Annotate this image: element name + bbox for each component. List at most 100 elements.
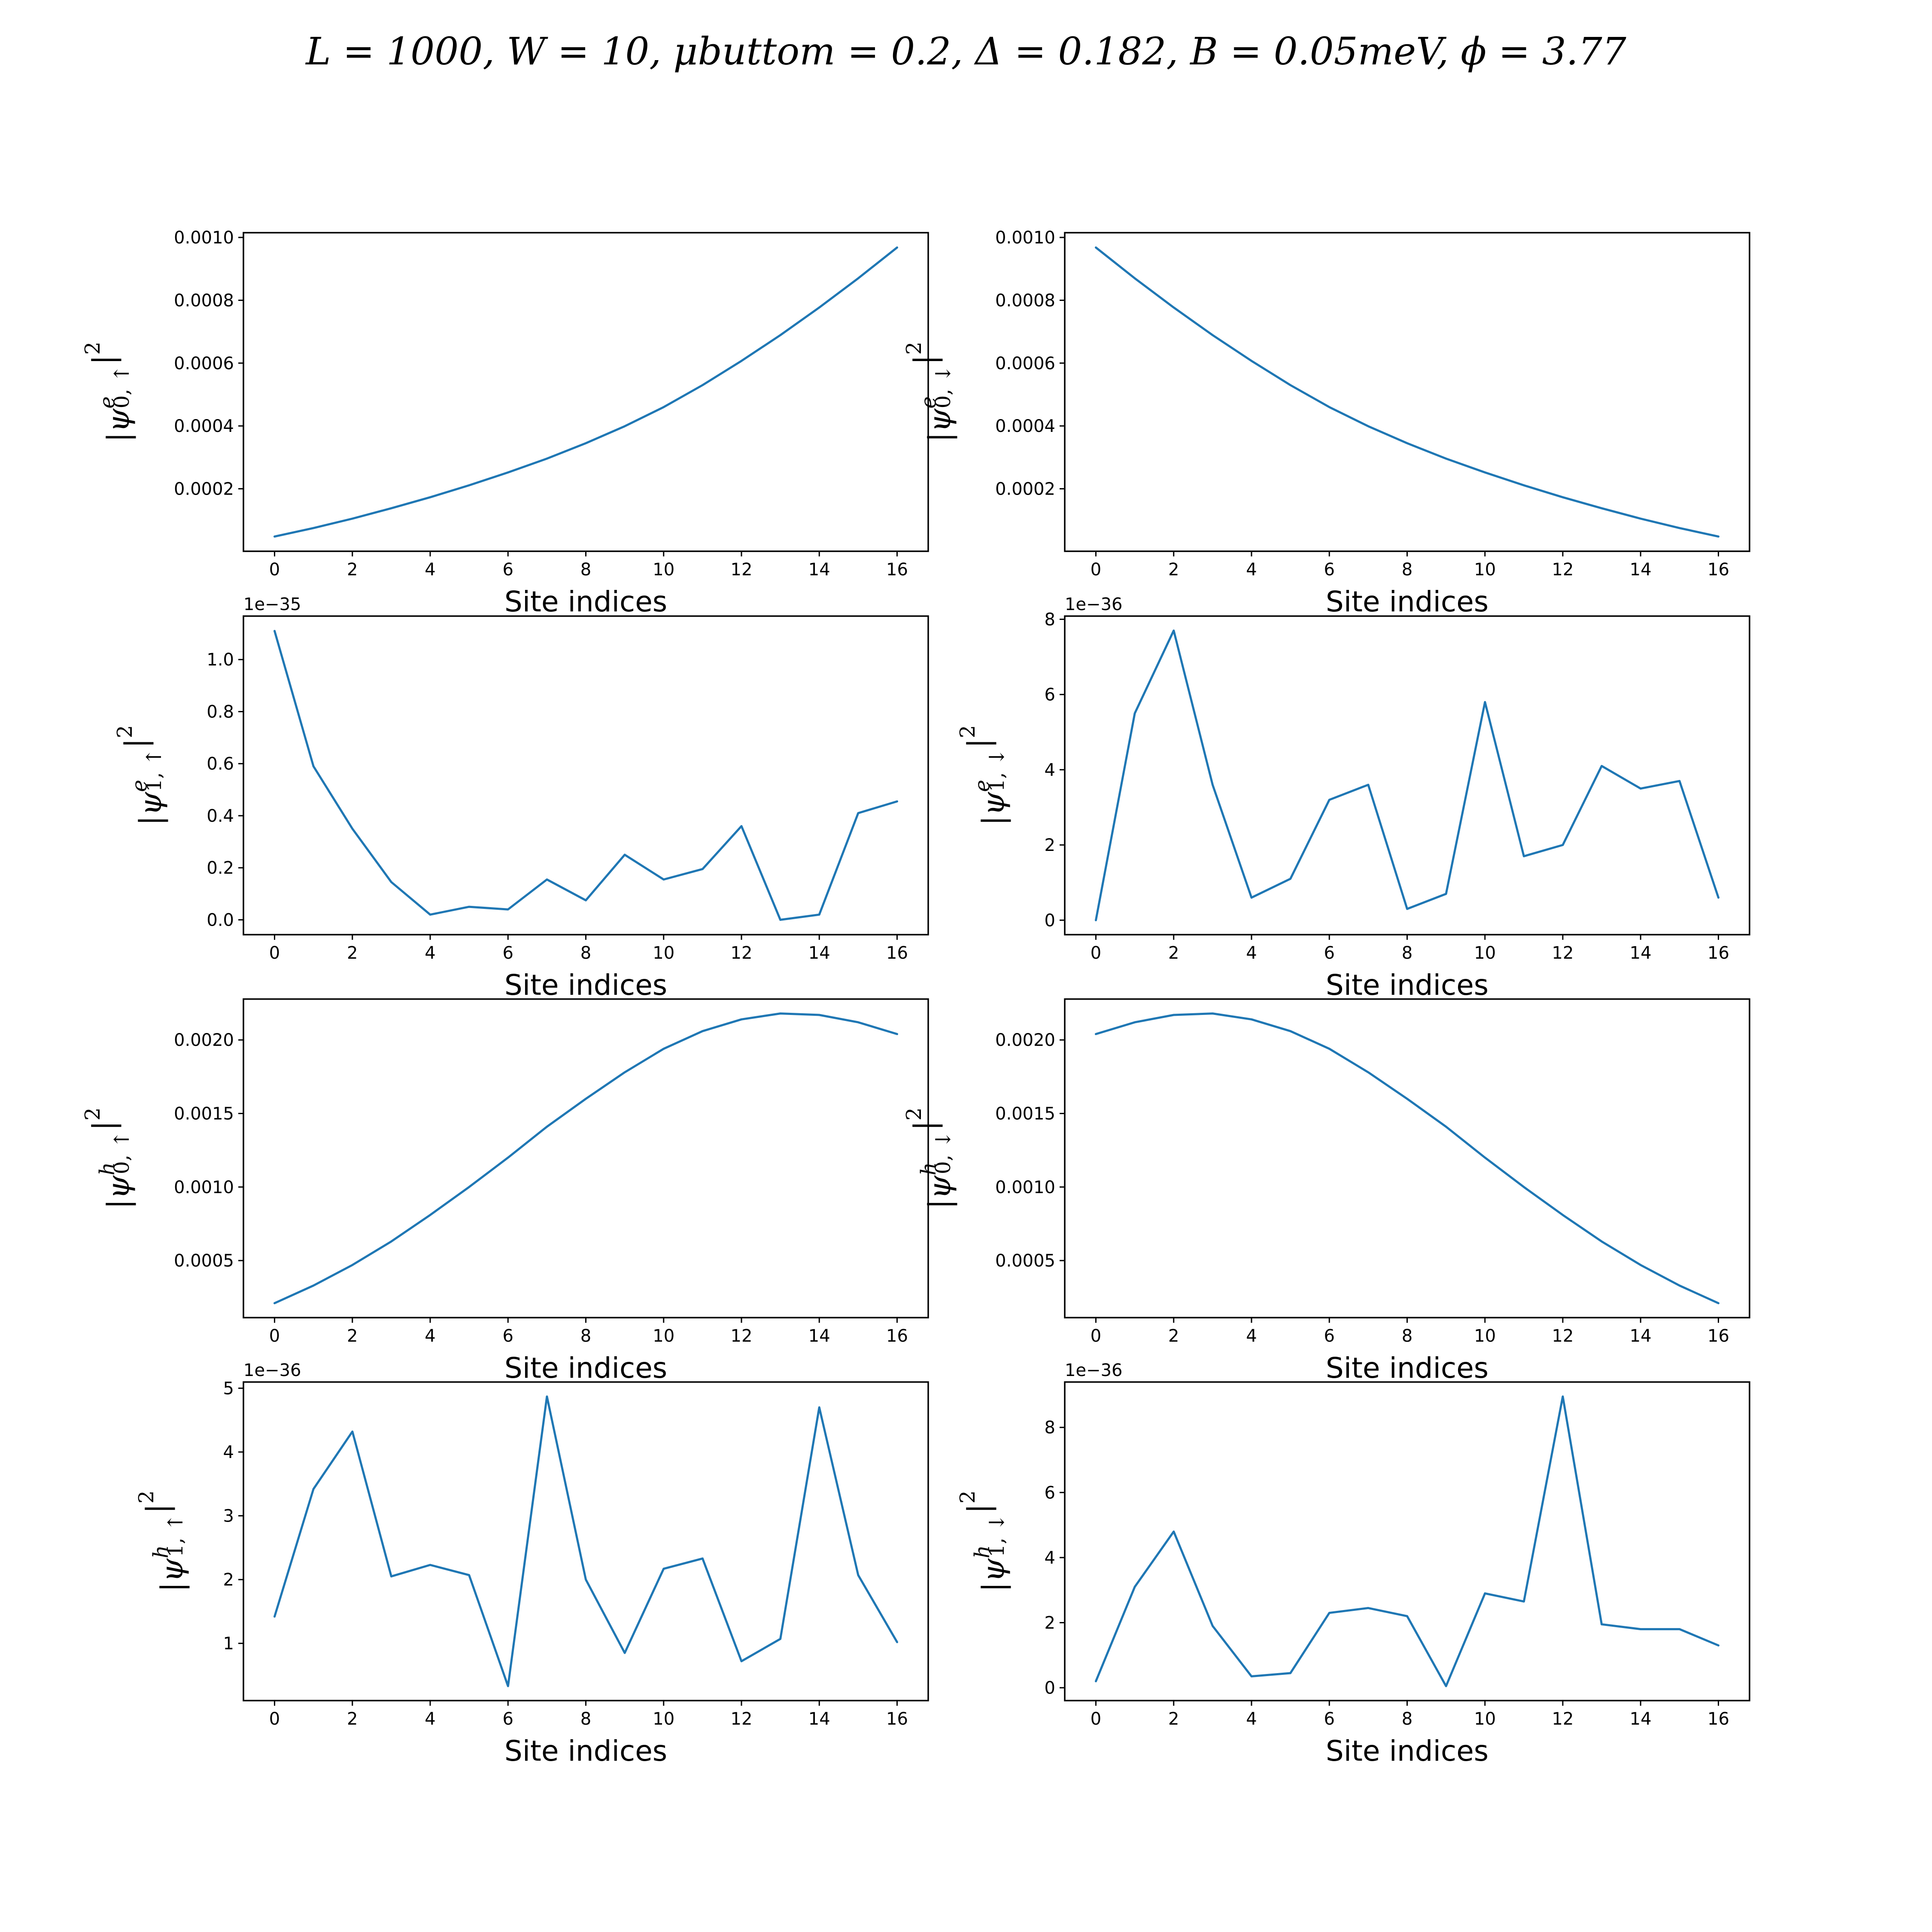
y-axis-label-part: 2 bbox=[956, 725, 980, 738]
y-axis-label-part: ψ bbox=[976, 792, 1011, 816]
y-tick-label: 0.0020 bbox=[174, 1030, 234, 1050]
x-tick-label: 0 bbox=[269, 943, 280, 963]
x-axis-label: Site indices bbox=[1326, 969, 1488, 1002]
y-axis-label: |ψe1, ↑|2 bbox=[113, 725, 168, 826]
x-tick-label: 0 bbox=[1091, 1709, 1101, 1729]
x-tick-label: 16 bbox=[886, 943, 908, 963]
y-axis-label-part: ψ bbox=[101, 408, 136, 432]
series-line bbox=[273, 630, 898, 921]
subplot-grid: 0 2 4 6 8 10 12 14 160.00020.00040.00060.00080.0… bbox=[81, 228, 1750, 1768]
plot-frame bbox=[1064, 615, 1750, 936]
subplot-3: 0 2 4 6 8 10 12 14 16 0.0 0.2 0.4 0.6 0.8 1.0 1e−35 Site… bbox=[113, 595, 929, 1002]
y-axis-label-part: h bbox=[95, 1162, 119, 1176]
x-tick-label: 0 bbox=[269, 560, 280, 580]
y-axis-label-part: h bbox=[917, 1162, 941, 1176]
x-tick-label: 0 bbox=[1091, 1326, 1101, 1346]
x-tick-label: 2 bbox=[347, 1326, 358, 1346]
x-tick-label: 2 bbox=[347, 943, 358, 963]
x-tick-label: 4 bbox=[1246, 943, 1257, 963]
y-tick-label: 6 bbox=[1045, 685, 1055, 705]
x-tick-label: 2 bbox=[347, 560, 358, 580]
x-tick-label: 10 bbox=[1474, 1326, 1496, 1346]
x-tick-label: 10 bbox=[653, 1326, 674, 1346]
y-axis-label-part: 0, ↑ bbox=[110, 1131, 134, 1174]
x-axis-label: Site indices bbox=[1326, 585, 1488, 618]
y-axis-label-part: | bbox=[101, 1199, 136, 1209]
y-tick-label: 0.0006 bbox=[174, 354, 234, 374]
x-axis-label: Site indices bbox=[504, 585, 667, 618]
x-tick-label: 12 bbox=[731, 1709, 753, 1729]
subplot-2: 0 2 4 6 8 10 12 14 16 0.0002 0.0004 0.0006 0.0008 0.0… bbox=[902, 228, 1750, 618]
x-tick-label: 14 bbox=[1630, 943, 1652, 963]
x-tick-label: 10 bbox=[1474, 1709, 1496, 1729]
y-axis-label-part: | bbox=[118, 738, 154, 748]
y-tick-label: 0.0002 bbox=[174, 479, 234, 499]
x-tick-label: 14 bbox=[1630, 560, 1652, 580]
y-tick-label: 0.0008 bbox=[995, 291, 1055, 310]
x-tick-label: 10 bbox=[1474, 943, 1496, 963]
x-tick-label: 0 bbox=[269, 1326, 280, 1346]
y-axis-label-part: | bbox=[908, 355, 943, 365]
y-axis-label-part: 2 bbox=[902, 1108, 926, 1121]
y-tick-label: 8 bbox=[1045, 610, 1055, 629]
y-axis-label: |ψh0, ↓|2 bbox=[902, 1108, 957, 1209]
y-axis-label-part: e bbox=[970, 780, 994, 792]
x-tick-label: 14 bbox=[808, 1709, 830, 1729]
y-axis-label-part: | bbox=[140, 1504, 175, 1514]
x-tick-label: 12 bbox=[731, 1326, 753, 1346]
x-tick-label: 8 bbox=[580, 1709, 591, 1729]
y-tick-label: 0.0020 bbox=[995, 1030, 1055, 1050]
y-axis-label: |ψe1, ↓|2 bbox=[956, 725, 1011, 826]
x-tick-label: 8 bbox=[580, 560, 591, 580]
y-axis-label-part: | bbox=[86, 1121, 122, 1131]
y-tick-label: 0.0010 bbox=[174, 1178, 234, 1197]
x-tick-label: 2 bbox=[1168, 1326, 1179, 1346]
plot-frame bbox=[243, 232, 929, 552]
x-tick-label: 14 bbox=[808, 943, 830, 963]
y-tick-label: 1 bbox=[223, 1634, 234, 1654]
x-tick-label: 16 bbox=[886, 560, 908, 580]
y-axis-label: |ψh1, ↓|2 bbox=[956, 1491, 1011, 1592]
y-tick-label: 3 bbox=[223, 1507, 234, 1526]
series-line bbox=[273, 1012, 898, 1304]
y-axis-label-part: 1, ↓ bbox=[985, 748, 1009, 792]
y-axis-label: |ψh0, ↑|2 bbox=[81, 1108, 136, 1209]
y-tick-label: 0.0010 bbox=[995, 228, 1055, 248]
axis-offset-label: 1e−36 bbox=[1065, 1361, 1122, 1380]
x-tick-label: 8 bbox=[1402, 560, 1413, 580]
subplot-1: 0 2 4 6 8 10 12 14 16 0.0002 0.0004 0.0006 0.0008 0.0… bbox=[81, 228, 929, 618]
x-tick-label: 12 bbox=[731, 560, 753, 580]
x-tick-label: 12 bbox=[1552, 1709, 1574, 1729]
subplot-6: 0 2 4 6 8 10 12 14 16 0.0005 0.0010 0.0015 0.0020 Sit… bbox=[902, 998, 1750, 1385]
x-tick-label: 8 bbox=[580, 1326, 591, 1346]
y-tick-label: 0.0 bbox=[207, 910, 234, 930]
plot-frame bbox=[1064, 998, 1750, 1318]
x-tick-label: 0 bbox=[1091, 943, 1101, 963]
y-axis-label-part: | bbox=[976, 1582, 1011, 1592]
x-tick-label: 4 bbox=[425, 943, 435, 963]
x-tick-label: 4 bbox=[1246, 560, 1257, 580]
axis-offset-label: 1e−35 bbox=[243, 595, 301, 614]
y-axis-label: |ψe0, ↑|2 bbox=[81, 342, 136, 442]
y-tick-label: 0.0005 bbox=[995, 1251, 1055, 1271]
x-tick-label: 8 bbox=[580, 943, 591, 963]
plot-frame bbox=[243, 615, 929, 936]
x-tick-label: 8 bbox=[1402, 1709, 1413, 1729]
y-tick-label: 2 bbox=[1045, 835, 1055, 855]
x-tick-label: 14 bbox=[1630, 1709, 1652, 1729]
x-tick-label: 4 bbox=[425, 1709, 435, 1729]
y-tick-label: 5 bbox=[223, 1379, 234, 1398]
y-tick-label: 0.2 bbox=[207, 858, 234, 878]
y-tick-label: 0.0010 bbox=[174, 228, 234, 248]
series-line bbox=[1095, 246, 1719, 538]
y-axis-label-part: 0, ↓ bbox=[931, 365, 955, 408]
series-line bbox=[1095, 1395, 1719, 1687]
y-axis-label-part: 2 bbox=[113, 725, 137, 738]
y-axis-label-part: ψ bbox=[922, 1175, 957, 1199]
y-axis-label-part: 2 bbox=[134, 1491, 158, 1504]
x-tick-label: 6 bbox=[503, 1709, 513, 1729]
x-tick-label: 8 bbox=[1402, 1326, 1413, 1346]
y-axis-label-part: 0, ↑ bbox=[110, 365, 134, 408]
